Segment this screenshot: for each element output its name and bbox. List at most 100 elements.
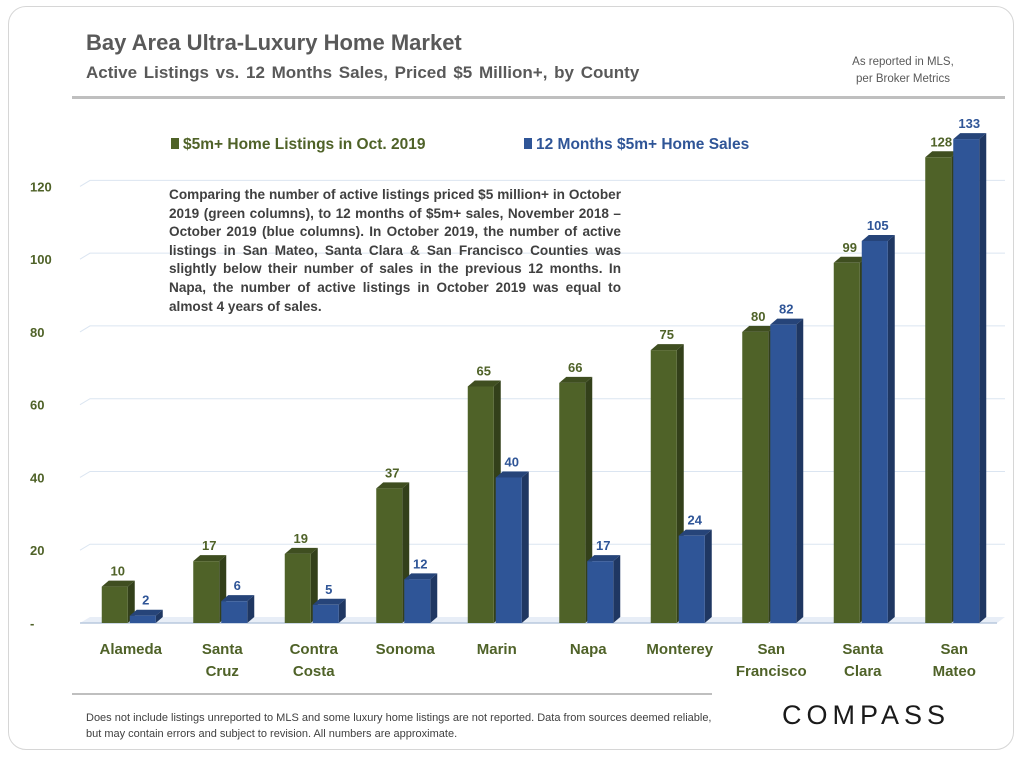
data-label: 66 [568, 360, 582, 375]
y-tick-label: 60 [30, 398, 44, 413]
chart-title: Bay Area Ultra-Luxury Home Market [86, 30, 462, 55]
bar-side [155, 609, 163, 623]
x-tick-label: Santa [202, 641, 244, 658]
data-label: 80 [751, 309, 765, 324]
bar-top [284, 547, 318, 554]
bar-listings [193, 561, 220, 623]
compass-logo: COMPASS [782, 700, 951, 730]
bar-side [887, 234, 895, 623]
bar-listings [833, 262, 860, 623]
data-label: 19 [294, 531, 308, 546]
bar-top [742, 325, 776, 332]
source-note-line2: per Broker Metrics [856, 73, 950, 85]
bar-listings [742, 331, 769, 623]
bar-top [650, 344, 684, 351]
x-tick-label: Alameda [99, 641, 162, 658]
bar-sales [953, 139, 980, 624]
bar-sales [221, 601, 248, 623]
data-label: 12 [413, 556, 427, 571]
data-label: 75 [660, 327, 674, 342]
data-label: 24 [688, 513, 703, 528]
data-label: 128 [930, 134, 952, 149]
source-note-line1: As reported in MLS, [852, 56, 954, 68]
y-tick-label: 20 [30, 543, 44, 558]
bar-side [127, 580, 135, 623]
data-label: 133 [958, 116, 980, 131]
bar-side [430, 573, 438, 623]
y-tick-label: 120 [30, 179, 52, 194]
bar-top [770, 318, 804, 325]
footer-divider [72, 693, 712, 695]
bar-top [587, 555, 621, 562]
bar-listings [650, 350, 677, 623]
gridline [79, 325, 1005, 333]
y-tick-label: 80 [30, 325, 44, 340]
x-tick-label: Mateo [933, 663, 976, 680]
legend-label-sales: 12 Months $5m+ Home Sales [536, 136, 749, 153]
gridline [79, 252, 1005, 260]
bar-listings [559, 382, 586, 623]
x-tick-label: Contra [290, 641, 339, 658]
x-tick-label: Napa [570, 641, 607, 658]
data-label: 37 [385, 465, 399, 480]
bar-listings [284, 553, 311, 623]
data-label: 40 [505, 454, 519, 469]
bar-side [796, 318, 804, 623]
bar-top [559, 376, 593, 383]
data-label: 105 [867, 218, 889, 233]
bar-side [247, 595, 255, 623]
bar-top [221, 595, 255, 602]
x-tick-label: Monterey [646, 641, 713, 658]
legend-swatch-listings [171, 138, 179, 149]
bar-listings [376, 488, 403, 623]
bar-sales [770, 324, 797, 623]
gridline [79, 179, 1005, 187]
x-tick-label: San [940, 641, 968, 658]
data-label: 17 [202, 538, 216, 553]
bar-top [678, 529, 712, 536]
legend-label-listings: $5m+ Home Listings in Oct. 2019 [183, 136, 426, 153]
gridline [79, 470, 1005, 478]
bar-top [312, 598, 346, 605]
chart-subtitle: Active Listings vs. 12 Months Sales, Pri… [86, 63, 640, 82]
bar-top [404, 573, 438, 580]
bar-sales [495, 477, 522, 623]
bar-top [925, 151, 959, 158]
bar-listings [467, 386, 494, 623]
y-tick-label: 100 [30, 252, 52, 267]
legend-swatch-sales [524, 138, 532, 149]
x-tick-label: Marin [477, 641, 517, 658]
bar-top [953, 133, 987, 140]
data-label: 17 [596, 538, 610, 553]
bar-sales [678, 535, 705, 623]
bar-side [338, 598, 346, 623]
x-tick-label: Costa [293, 663, 335, 680]
data-label: 99 [843, 240, 857, 255]
footer-disclaimer: Does not include listings unreported to … [86, 712, 712, 740]
bar-sales [312, 604, 339, 623]
bar-sales [404, 579, 431, 623]
y-tick-label: - [30, 616, 34, 631]
bar-side [704, 529, 712, 623]
bar-top [193, 555, 227, 562]
bar-listings [925, 157, 952, 623]
data-label: 65 [477, 364, 491, 379]
bar-top [495, 471, 529, 478]
x-tick-label: San [757, 641, 785, 658]
bar-sales [861, 240, 888, 623]
bar-top [101, 580, 135, 587]
bar-sales [587, 561, 614, 623]
data-label: 6 [234, 578, 241, 593]
x-tick-label: Francisco [736, 663, 807, 680]
x-tick-label: Sonoma [376, 641, 436, 658]
x-tick-label: Clara [844, 663, 882, 680]
bar-top [129, 609, 163, 616]
bar-side [521, 471, 529, 623]
bar-top [376, 482, 410, 489]
bar-top [467, 380, 501, 387]
header-divider [72, 96, 1005, 99]
bar-sales [129, 615, 156, 623]
data-label: 5 [325, 582, 332, 597]
data-label: 2 [142, 593, 149, 608]
